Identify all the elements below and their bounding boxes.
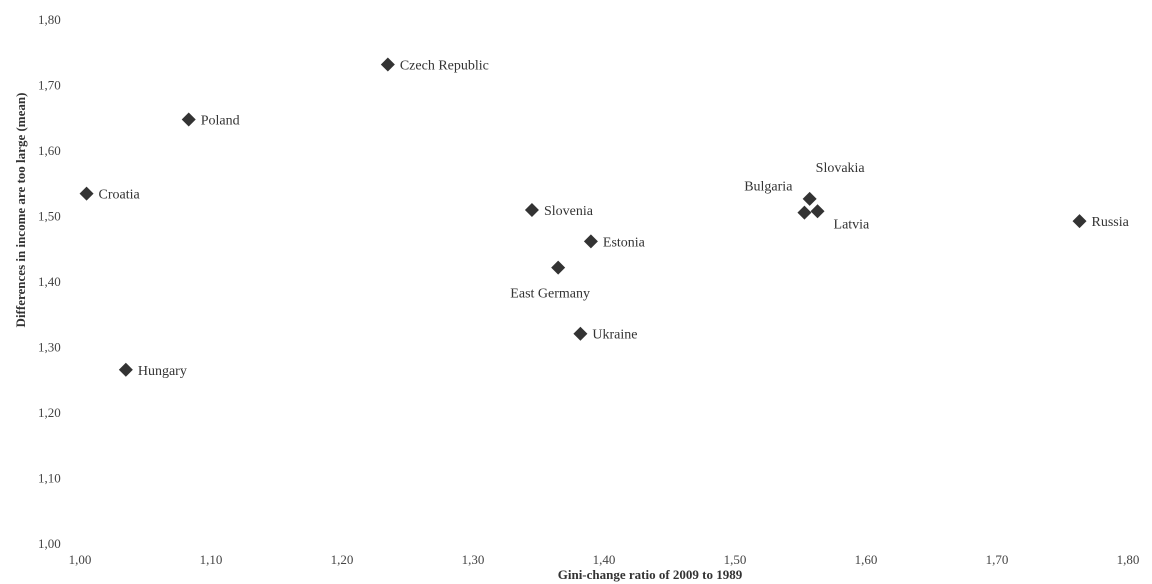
x-tick-label: 1,40 [593,552,616,567]
data-point-marker [802,191,817,206]
data-point-label: Poland [201,114,240,129]
y-tick-label: 1,70 [38,78,61,93]
x-tick-label: 1,00 [69,552,92,567]
x-axis-ticks: 1,00 1,10 1,20 1,30 1,40 1,50 1,60 1,70 1,80 [69,552,1140,567]
data-point-marker [797,205,812,220]
data-point-marker [551,260,566,275]
data-point-marker [524,202,539,217]
data-point-marker [181,112,196,127]
data-point-marker [573,326,588,341]
data-point-label: Hungary [138,364,187,379]
y-tick-label: 1,80 [38,12,61,27]
data-point-marker [583,234,598,249]
y-axis-label: Differences in income are too large (mea… [13,93,28,328]
x-tick-label: 1,70 [986,552,1009,567]
x-tick-label: 1,30 [462,552,485,567]
data-point-label: Croatia [99,188,141,203]
data-point-label: Bulgaria [744,180,793,195]
data-point-label: Slovakia [816,161,866,176]
y-tick-label: 1,50 [38,209,61,224]
x-tick-label: 1,80 [1117,552,1140,567]
x-axis-label: Gini-change ratio of 2009 to 1989 [558,567,743,582]
data-point-marker [1072,214,1087,229]
data-point-marker [380,57,395,72]
x-tick-label: 1,60 [855,552,878,567]
data-point-marker [79,186,94,201]
data-point-label: Latvia [834,217,871,232]
y-tick-label: 1,60 [38,143,61,158]
y-tick-label: 1,30 [38,340,61,355]
data-point-label: Slovenia [544,204,594,219]
data-point-label: Estonia [603,235,646,250]
y-axis-ticks: 1,00 1,10 1,20 1,30 1,40 1,50 1,60 1,70 1,80 [38,12,61,551]
data-points: Czech Republic Poland Croatia Slovenia Eston… [79,57,1130,379]
y-tick-label: 1,40 [38,274,61,289]
y-tick-label: 1,10 [38,471,61,486]
data-point-label: Ukraine [592,328,637,343]
data-point-label: Russia [1092,215,1130,230]
data-point-marker [810,204,825,219]
data-point-label: East Germany [510,287,590,302]
y-tick-label: 1,20 [38,405,61,420]
x-tick-label: 1,10 [200,552,223,567]
y-tick-label: 1,00 [38,536,61,551]
data-point-label: Czech Republic [400,59,489,74]
data-point-marker [118,362,133,377]
x-tick-label: 1,50 [724,552,747,567]
x-tick-label: 1,20 [331,552,354,567]
